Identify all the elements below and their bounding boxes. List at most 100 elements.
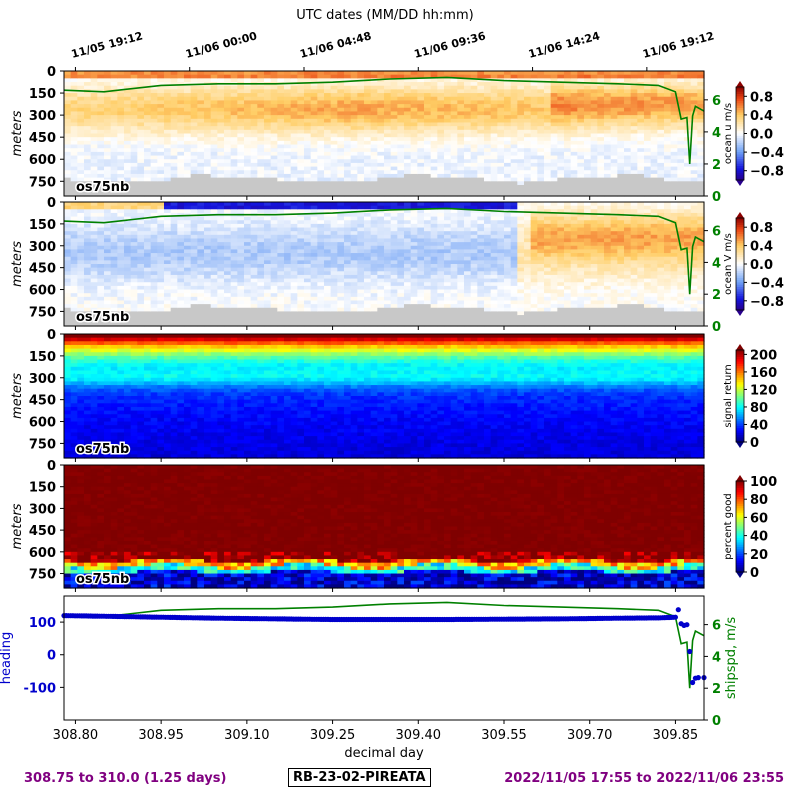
heatmap-cell: [330, 162, 338, 168]
heatmap-cell: [204, 71, 212, 76]
heatmap-cell: [497, 177, 505, 182]
heatmap-cell: [457, 104, 465, 109]
heatmap-cell: [337, 173, 345, 179]
heatmap-cell: [350, 89, 358, 94]
heatmap-cell: [484, 96, 492, 102]
heatmap-cell: [357, 278, 365, 283]
heatmap-cell: [564, 137, 572, 142]
heatmap-cell: [144, 322, 152, 327]
heatmap-cell: [210, 260, 218, 265]
heatmap-cell: [337, 177, 345, 182]
heatmap-cell: [204, 115, 212, 120]
heatmap-cell: [97, 85, 105, 90]
heatmap-cell: [224, 133, 232, 138]
heatmap-cell: [490, 122, 498, 127]
heatmap-cell: [184, 133, 192, 138]
heatmap-cell: [384, 151, 392, 157]
heatmap-cell: [244, 318, 252, 323]
heatmap-cell: [250, 118, 258, 124]
heatmap-cell: [537, 93, 545, 98]
heatmap-cell: [370, 93, 378, 98]
heatmap-cell: [224, 71, 232, 76]
heatmap-cell: [224, 129, 232, 135]
heatmap-cell: [270, 137, 278, 142]
heatmap-cell: [370, 140, 378, 146]
colorbar-segment: [736, 173, 744, 176]
heatmap-cell: [170, 188, 178, 193]
heatmap-cell: [337, 122, 345, 127]
heatmap-cell: [504, 89, 512, 94]
heatmap-cell: [217, 155, 225, 160]
heatmap-cell: [197, 162, 205, 168]
heatmap-cell: [564, 82, 572, 87]
heatmap-cell: [237, 140, 245, 146]
heatmap-cell: [170, 322, 178, 327]
heatmap-cell: [670, 82, 678, 87]
heatmap-cell: [344, 289, 352, 294]
heatmap-cell: [644, 111, 652, 116]
heatmap-cell: [264, 173, 272, 179]
heatmap-cell: [124, 212, 132, 218]
heatmap-cell: [130, 170, 138, 175]
heatmap-cell: [264, 315, 272, 320]
heatmap-cell: [304, 177, 312, 182]
colorbar-segment: [736, 149, 744, 153]
heatmap-cell: [230, 271, 238, 276]
heatmap-cell: [150, 122, 158, 127]
heatmap-cell: [224, 100, 232, 105]
heatmap-cell: [530, 159, 538, 164]
heatmap-cell: [90, 155, 98, 160]
heatmap-cell: [310, 71, 318, 76]
heatmap-cell: [370, 267, 378, 272]
heatmap-cell: [97, 115, 105, 120]
heatmap-cell: [464, 100, 472, 105]
heatmap-cell: [637, 155, 645, 160]
heatmap-cell: [350, 315, 358, 320]
heatmap-cell: [137, 93, 145, 98]
heatmap-cell: [77, 267, 85, 272]
heatmap-cell: [364, 282, 372, 287]
heatmap-cell: [330, 234, 338, 240]
heatmap-cell: [304, 322, 312, 327]
heatmap-cell: [310, 74, 318, 79]
heatmap-cell: [290, 85, 298, 90]
heatmap-cell: [397, 115, 405, 120]
heatmap-cell: [424, 162, 432, 168]
heatmap-cell: [97, 242, 105, 247]
heatmap-cell: [97, 151, 105, 157]
heatmap-cell: [330, 144, 338, 149]
heatmap-cell: [117, 96, 125, 102]
heatmap-cell: [584, 93, 592, 98]
heatmap-cell: [117, 144, 125, 149]
heatmap-cell: [210, 137, 218, 142]
heatmap-cell: [677, 166, 685, 171]
heatmap-cell: [697, 100, 705, 105]
heatmap-cell: [290, 155, 298, 160]
heatmap-cell: [464, 148, 472, 153]
heatmap-cell: [344, 315, 352, 320]
heatmap-cell: [324, 216, 332, 221]
heatmap-cell: [564, 140, 572, 146]
heatmap-cell: [364, 238, 372, 243]
heatmap-cell: [584, 126, 592, 131]
heatmap-cell: [430, 96, 438, 102]
heatmap-cell: [510, 137, 518, 142]
heatmap-cell: [537, 111, 545, 116]
heatmap-cell: [237, 181, 245, 186]
heatmap-cell: [284, 231, 292, 236]
heatmap-cell: [577, 181, 585, 186]
heatmap-cell: [510, 71, 518, 76]
heatmap-cell: [277, 282, 285, 287]
heatmap-cell: [64, 162, 72, 168]
heatmap-cell: [137, 209, 145, 214]
heatmap-cell: [344, 260, 352, 265]
heatmap-cell: [217, 231, 225, 236]
heatmap-cell: [284, 296, 292, 302]
heatmap-cell: [64, 170, 72, 175]
heatmap-cell: [77, 289, 85, 294]
heatmap-cell: [210, 104, 218, 109]
heatmap-cell: [544, 71, 552, 76]
heatmap-cell: [117, 104, 125, 109]
heatmap-cell: [604, 71, 612, 76]
heatmap-cell: [470, 96, 478, 102]
